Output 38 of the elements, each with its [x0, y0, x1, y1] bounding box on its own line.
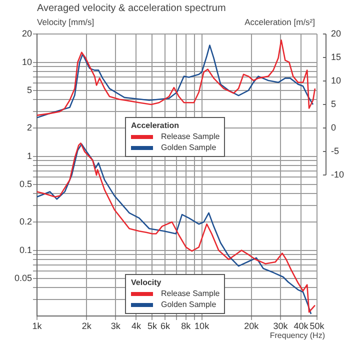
y-tick-label: 1 — [26, 150, 32, 161]
x-tick-label: 8k — [181, 320, 192, 331]
x-tick-label: 30k — [273, 320, 288, 331]
x-tick-label: 1k — [32, 320, 42, 331]
y2-tick-label: 0 — [331, 122, 336, 132]
legend-label: Golden Sample — [161, 143, 216, 152]
y-tick-label: 0.2 — [19, 216, 32, 226]
x-tick-label: 6k — [160, 320, 170, 331]
x-tick-label: 10k — [194, 320, 210, 331]
y-tick-label: 2 — [26, 122, 32, 132]
y-tick-label: 0.05 — [14, 273, 32, 284]
x-tick-label: 40k — [294, 320, 309, 331]
y-tick-label: 0.5 — [19, 179, 32, 190]
x-axis-title: Frequency (Hz) — [270, 331, 325, 340]
y-tick-label: 5 — [26, 85, 32, 96]
y-tick-label: 0.1 — [19, 244, 32, 255]
legend-label: Release Sample — [161, 289, 220, 298]
annotation: Velocity — [131, 278, 162, 287]
y-tick-label: 20 — [22, 28, 32, 38]
y2-tick-label: 15 — [331, 52, 342, 62]
x-tick-label: 2k — [82, 320, 92, 331]
x-tick-label: 4k — [131, 320, 142, 331]
y-axis-title: Velocity [mm/s] — [37, 17, 94, 27]
y2-axis-title: Acceleration [m/s²] — [244, 17, 315, 27]
y2-tick-label: 10 — [331, 75, 342, 86]
legend-label: Golden Sample — [161, 300, 216, 309]
x-tick-label: 5k — [147, 320, 158, 331]
y2-tick-label: 5 — [331, 98, 336, 109]
y2-tick-label: -10 — [331, 169, 344, 180]
x-tick-label: 50k — [310, 320, 325, 331]
y2-tick-label: 20 — [331, 28, 342, 38]
chart-title: Averaged velocity & acceleration spectrum — [37, 3, 226, 14]
y-tick-label: 10 — [22, 56, 32, 67]
x-tick-label: 3k — [110, 320, 121, 331]
legend-label: Release Sample — [161, 132, 220, 141]
y2-tick-label: -5 — [331, 146, 340, 156]
x-tick-label: 20k — [244, 320, 260, 331]
annotation: Acceleration — [131, 121, 180, 130]
